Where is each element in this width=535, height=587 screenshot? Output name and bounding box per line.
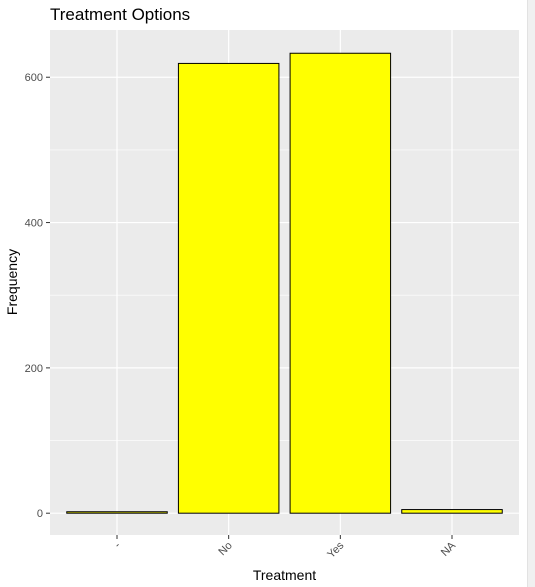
y-tick-label: 600	[25, 72, 43, 84]
bar	[177, 62, 280, 514]
plot-panel	[50, 30, 519, 535]
bar	[401, 509, 503, 514]
x-tick-label: -	[112, 539, 123, 550]
minor-gridlines	[50, 149, 519, 441]
x-axis: - No Yes NA	[112, 535, 459, 561]
chart-title: Treatment Options	[50, 5, 190, 24]
x-tick-label: NA	[439, 539, 459, 559]
y-axis: 0 200 400 600	[25, 72, 50, 520]
x-tick-label: No	[216, 540, 234, 558]
bar	[289, 52, 392, 514]
scrollbar[interactable]	[527, 0, 535, 587]
y-tick-label: 200	[25, 363, 43, 375]
x-axis-label: Treatment	[253, 567, 316, 583]
y-tick-label: 0	[37, 508, 43, 520]
bars	[66, 52, 503, 514]
bar	[66, 511, 168, 514]
x-tick-label: Yes	[325, 539, 347, 561]
y-tick-label: 400	[25, 218, 43, 230]
y-axis-label: Frequency	[4, 249, 20, 315]
